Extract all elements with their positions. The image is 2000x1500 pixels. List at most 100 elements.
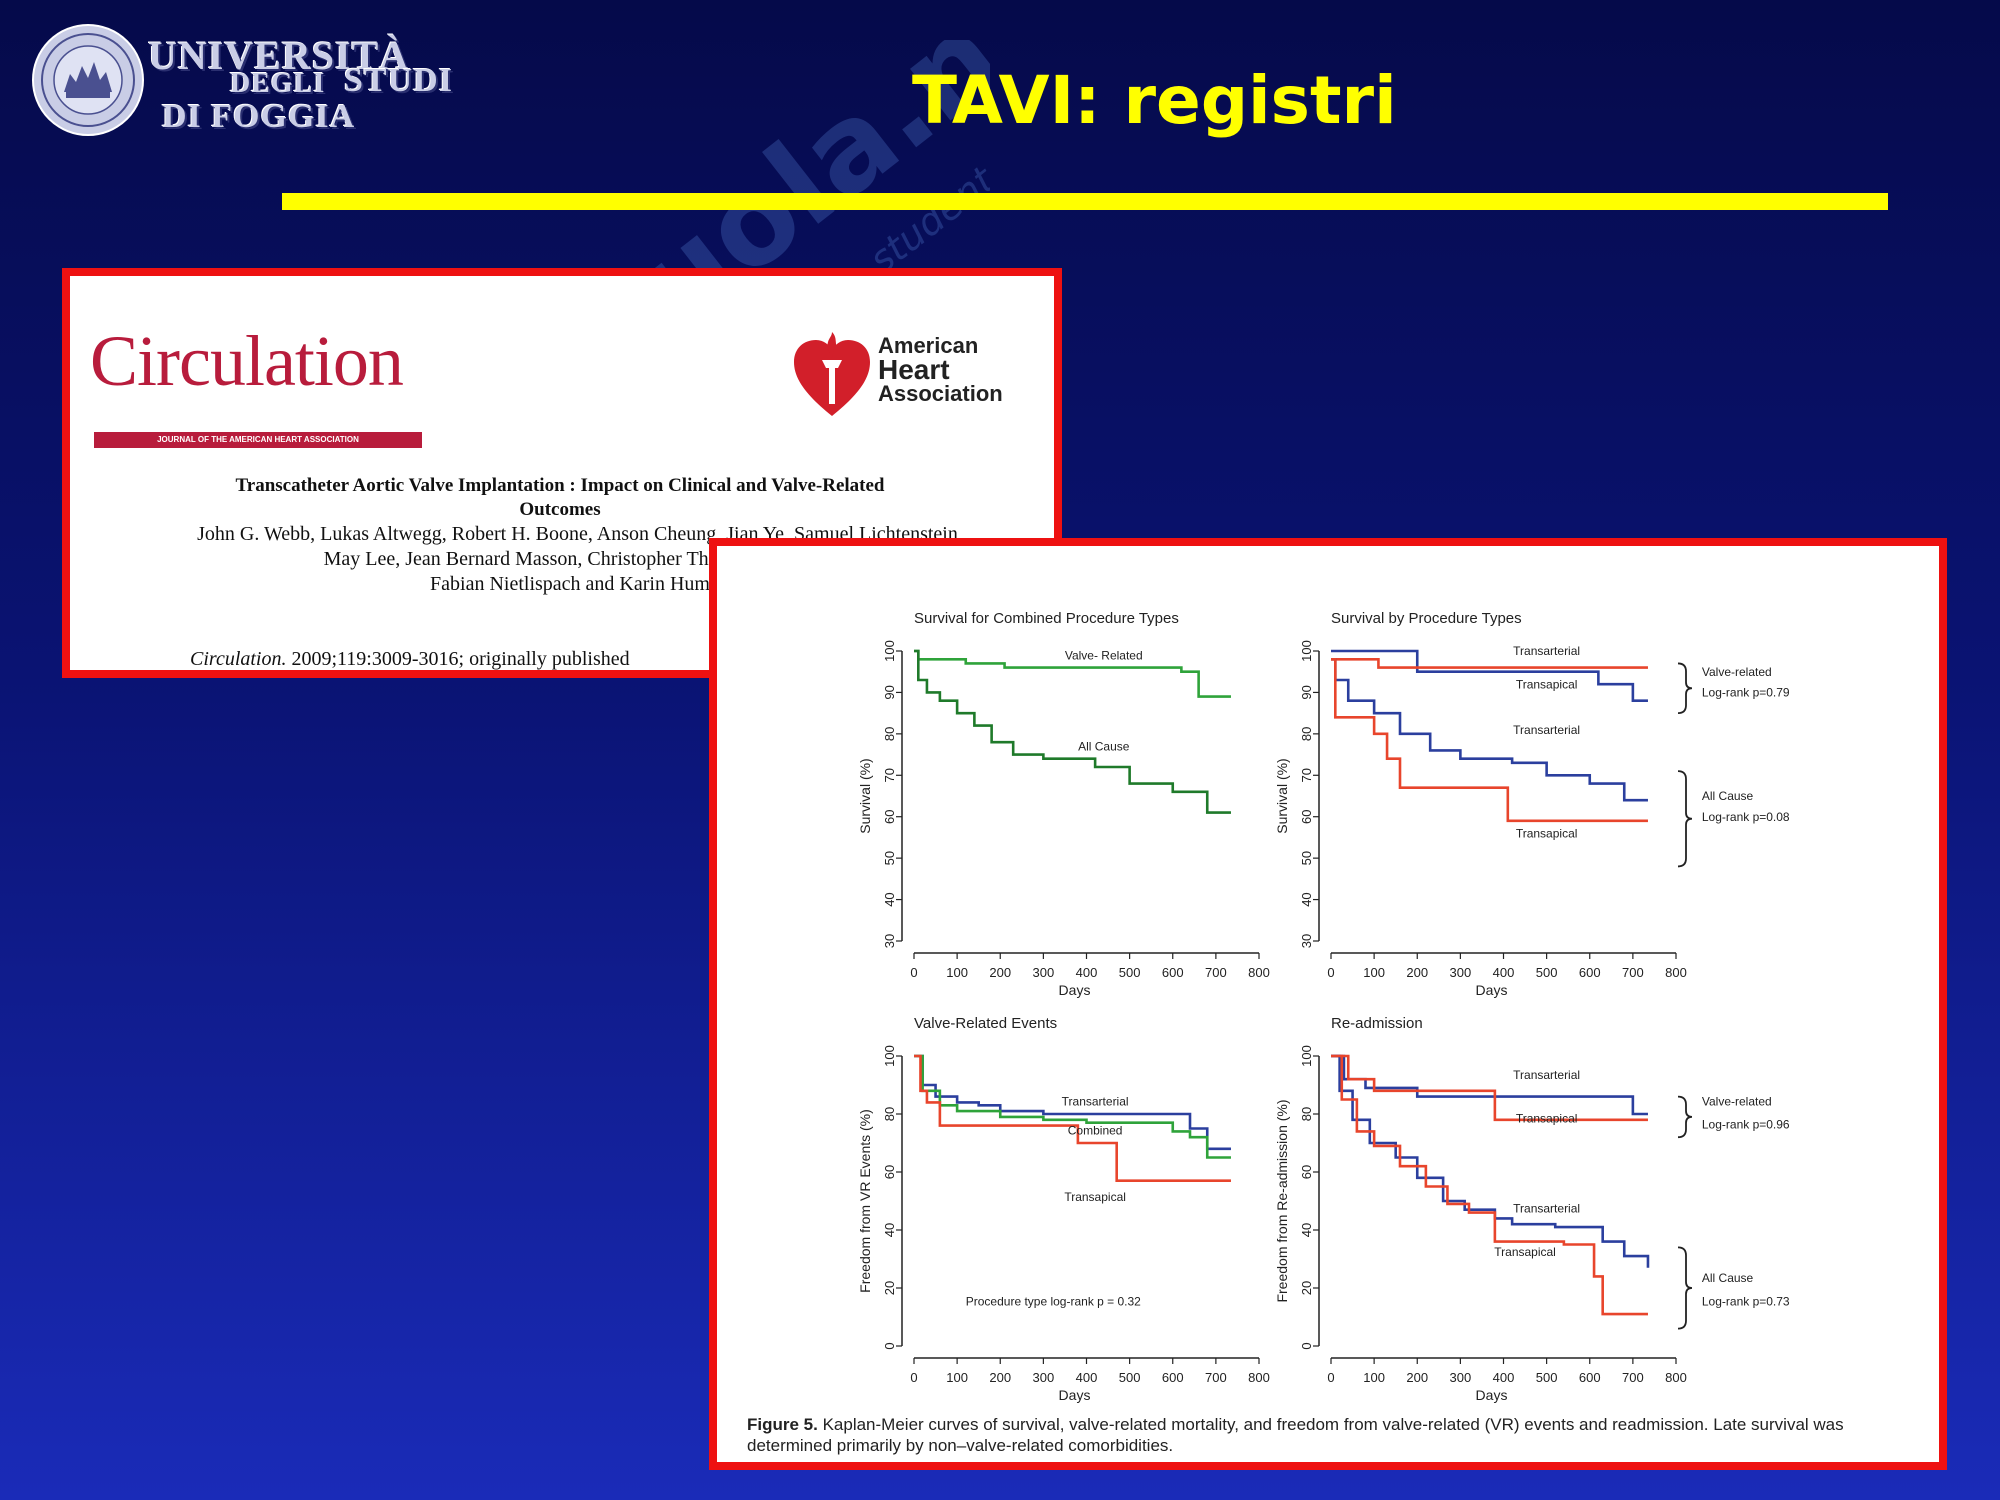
x-tick-label: 100 [946, 1370, 968, 1385]
curve-annotation: Combined [1068, 1123, 1123, 1137]
title-underline [282, 193, 1888, 210]
y-tick-label: 80 [882, 727, 897, 741]
x-tick-label: 300 [1033, 1370, 1055, 1385]
y-tick-label: 70 [882, 768, 897, 782]
x-tick-label: 300 [1033, 965, 1055, 980]
x-tick-label: 700 [1622, 965, 1644, 980]
curve-annotation: Log-rank p=0.79 [1702, 686, 1790, 700]
x-tick-label: 800 [1665, 1370, 1687, 1385]
km-curve [914, 1054, 1231, 1151]
journal-subtitle: JOURNAL OF THE AMERICAN HEART ASSOCIATIO… [94, 432, 422, 448]
y-tick-label: 100 [882, 1045, 897, 1067]
paper-header-card: Circulation JOURNAL OF THE AMERICAN HEAR… [62, 268, 1062, 678]
x-axis-label: Days [1059, 1387, 1091, 1403]
university-logo: UNIVERSITÀ DEGLI STUDI DI FOGGIA [30, 22, 460, 142]
x-tick-label: 700 [1622, 1370, 1644, 1385]
university-name-line2: DEGLI [230, 68, 326, 99]
curve-annotation: Transapical [1516, 1112, 1578, 1126]
curve-annotation: All Cause [1702, 1271, 1754, 1285]
x-tick-label: 200 [989, 1370, 1011, 1385]
x-tick-label: 300 [1450, 965, 1472, 980]
university-name-line3: STUDI [344, 62, 453, 99]
km-curve [914, 1054, 1231, 1159]
x-tick-label: 0 [1327, 1370, 1334, 1385]
km-curve [1331, 657, 1648, 669]
km-curve [1331, 1054, 1648, 1122]
slide-title: TAVI: registri [912, 62, 1397, 139]
y-tick-label: 100 [1299, 1045, 1314, 1067]
x-tick-label: 500 [1119, 965, 1141, 980]
curve-annotation: All Cause [1702, 789, 1754, 803]
kaplan-meier-figure: Survival for Combined Procedure Types 0 10… [857, 610, 1790, 1403]
x-axis-label: Days [1476, 1387, 1508, 1403]
caption-text: Kaplan-Meier curves of survival, valve-r… [747, 1415, 1844, 1455]
paper-title-line1: Transcatheter Aortic Valve Implantation … [235, 475, 885, 496]
km-curve [914, 649, 1231, 814]
paper-title: Transcatheter Aortic Valve Implantation … [110, 474, 1010, 522]
curve-annotation: Transarterial [1513, 1068, 1580, 1082]
y-tick-label: 50 [1299, 851, 1314, 865]
y-tick-label: 80 [882, 1107, 897, 1121]
university-name-line1: UNIVERSITÀ [148, 33, 410, 78]
aha-name-line2: Heart [878, 354, 950, 385]
y-tick-label: 60 [882, 809, 897, 823]
x-tick-label: 100 [1363, 1370, 1385, 1385]
brace [1677, 662, 1693, 715]
y-tick-label: 70 [1299, 768, 1314, 782]
x-tick-label: 400 [1493, 1370, 1515, 1385]
x-tick-label: 600 [1162, 965, 1184, 980]
km-curve [1331, 649, 1648, 703]
curve-annotation: Transarterial [1513, 723, 1580, 737]
y-tick-label: 60 [1299, 1165, 1314, 1179]
citation-journal: Circulation. [190, 648, 287, 670]
y-tick-label: 40 [882, 892, 897, 906]
y-axis-label: Survival (%) [857, 758, 873, 833]
x-tick-label: 600 [1579, 965, 1601, 980]
km-curve [1331, 1054, 1648, 1316]
km-curve [1331, 657, 1648, 802]
x-axis-label: Days [1059, 982, 1091, 998]
x-tick-label: 400 [1076, 1370, 1098, 1385]
x-tick-label: 700 [1205, 965, 1227, 980]
curve-annotation: All Cause [1078, 739, 1130, 753]
brace [1677, 1095, 1693, 1139]
y-tick-label: 60 [1299, 809, 1314, 823]
km-curve [1331, 1054, 1650, 1268]
chart-title: Survival by Procedure Types [1331, 610, 1522, 627]
curve-annotation: Log-rank p=0.08 [1702, 810, 1790, 824]
citation-details: 2009;119:3009-3016; originally published [286, 648, 630, 670]
paper-title-line2: Outcomes [519, 499, 601, 520]
paper-citation: Circulation. 2009;119:3009-3016; origina… [190, 648, 1054, 670]
km-curve [914, 1054, 1231, 1182]
heart-torch-icon [794, 332, 870, 416]
x-tick-label: 200 [1406, 965, 1428, 980]
curve-annotation: Transapical [1064, 1190, 1126, 1204]
x-tick-label: 200 [1406, 1370, 1428, 1385]
curve-annotation: Procedure type log-rank p = 0.32 [966, 1294, 1141, 1308]
chart-title: Survival for Combined Procedure Types [914, 610, 1179, 627]
y-tick-label: 30 [1299, 934, 1314, 948]
x-tick-label: 800 [1248, 1370, 1270, 1385]
university-name: UNIVERSITÀ DEGLI STUDI DI FOGGIA [148, 32, 468, 142]
university-seal-icon [32, 24, 144, 136]
circulation-logo: Circulation JOURNAL OF THE AMERICAN HEAR… [90, 320, 430, 448]
aha-name: American Heart Association [878, 334, 1003, 406]
x-tick-label: 0 [910, 965, 917, 980]
y-tick-label: 80 [1299, 727, 1314, 741]
x-tick-label: 100 [1363, 965, 1385, 980]
x-tick-label: 200 [989, 965, 1011, 980]
y-tick-label: 20 [1299, 1281, 1314, 1295]
y-tick-label: 90 [1299, 685, 1314, 699]
x-tick-label: 500 [1119, 1370, 1141, 1385]
x-tick-label: 800 [1665, 965, 1687, 980]
y-tick-label: 0 [882, 1342, 897, 1349]
x-tick-label: 0 [1327, 965, 1334, 980]
km-curve [1331, 657, 1648, 823]
curve-annotation: Transarterial [1513, 1202, 1580, 1216]
curve-annotation: Transarterial [1062, 1094, 1129, 1108]
journal-name: Circulation [90, 321, 404, 401]
y-tick-label: 0 [1299, 1342, 1314, 1349]
x-tick-label: 800 [1248, 965, 1270, 980]
figure-card: Survival for Combined Procedure Types 0 10… [709, 538, 1947, 1470]
curve-annotation: Valve- Related [1065, 648, 1143, 662]
